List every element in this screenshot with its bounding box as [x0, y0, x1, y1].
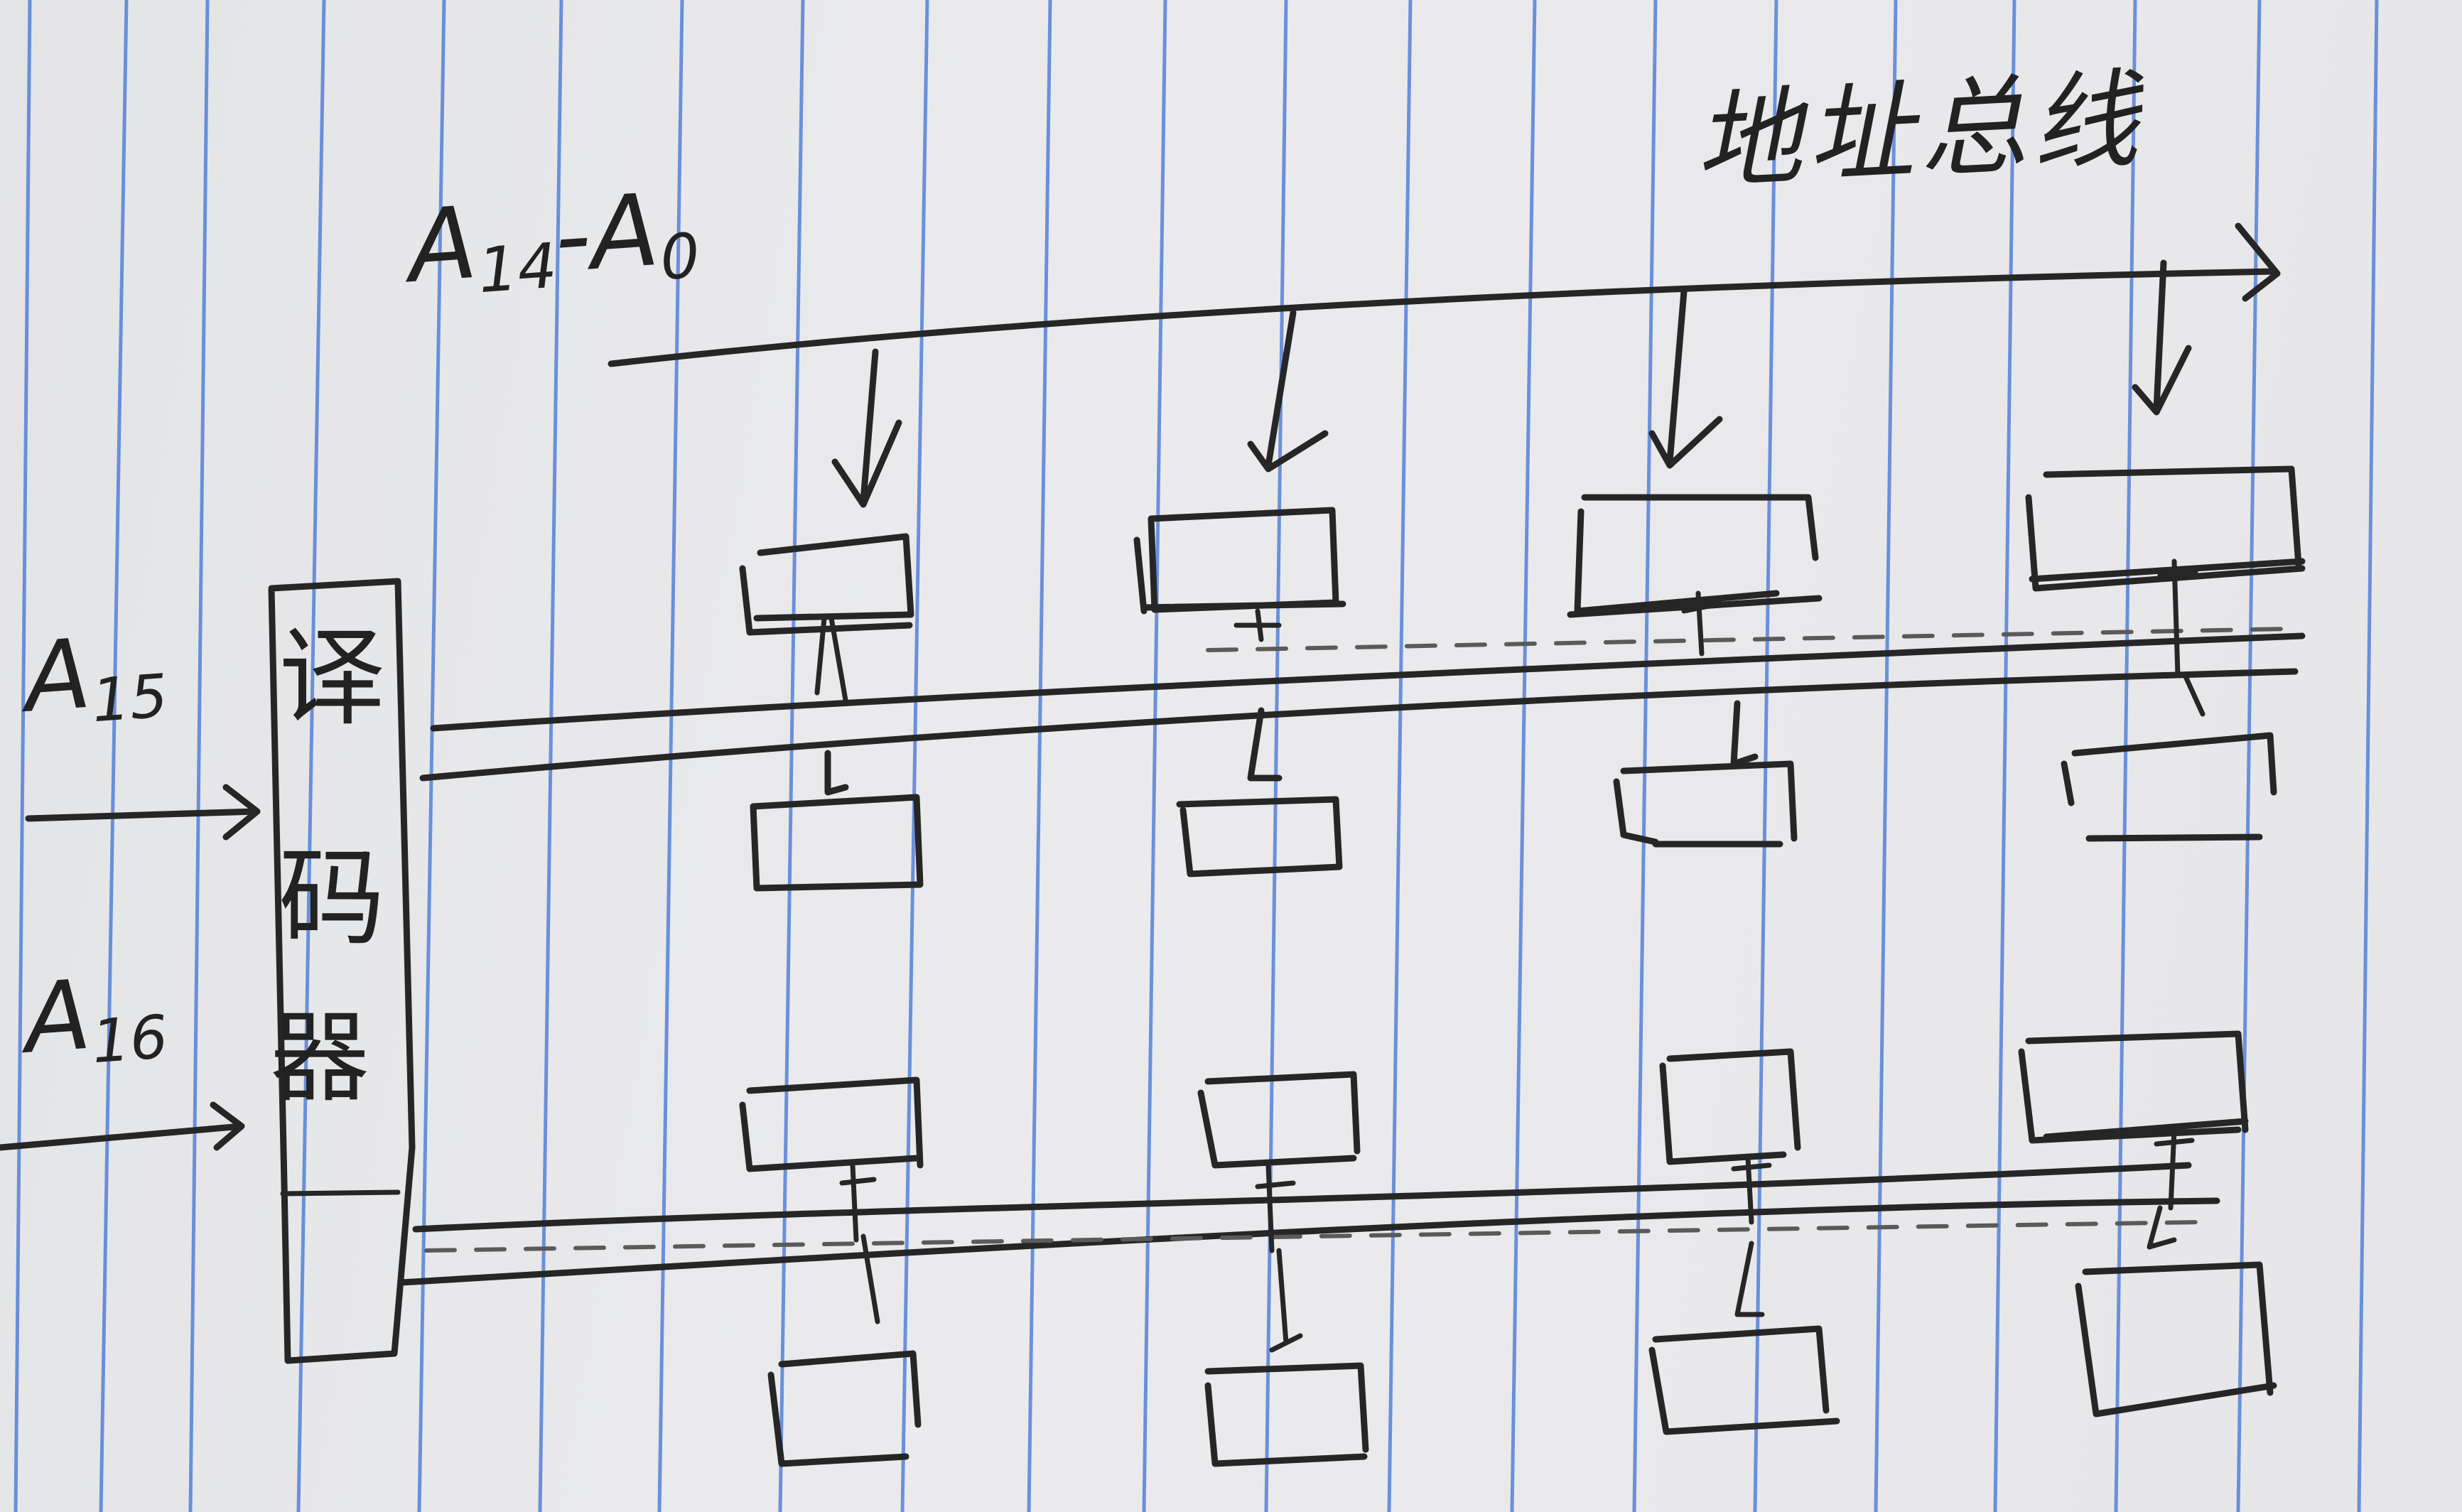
chip-top-r1c3 [1567, 494, 1823, 618]
address-lines-main2: A [586, 172, 663, 293]
a16-input-line [0, 1101, 245, 1151]
chip-bottom-r2c3 [1648, 1325, 1840, 1435]
address-lines-sub-hi: 14 [475, 230, 560, 308]
chip-top-r2c1 [739, 1076, 924, 1172]
a16-label: A16 [21, 958, 171, 1077]
chip-link-r1c4 [2157, 558, 2205, 717]
chip-link-r2c2 [1255, 1162, 1303, 1353]
bus-tap-arrow [2132, 259, 2192, 416]
select-line-row1-a [430, 632, 2306, 732]
rule-line [900, 0, 929, 1512]
address-bus-label: 地址总线 [1691, 58, 2147, 205]
chip-top-r1c2 [1133, 507, 1346, 615]
a16-sub: 16 [90, 1002, 171, 1077]
decoder-label-3: 器 [270, 1000, 370, 1116]
rule-line [188, 0, 210, 1512]
chip-bottom-r1c3 [1613, 700, 1798, 848]
rule-line [296, 0, 326, 1512]
chip-bottom-r2c1 [767, 1350, 922, 1467]
rule-line [1264, 0, 1288, 1512]
rule-line [2357, 0, 2379, 1512]
a16-main: A [21, 958, 95, 1075]
chip-link-r1c1 [814, 615, 848, 703]
chip-link-r2c4 [2147, 1127, 2195, 1250]
select-line-row1-faint [1206, 627, 2290, 652]
chip-link-r2c1 [839, 1162, 880, 1324]
select-line-row2-a [412, 1162, 2192, 1233]
rule-line [1027, 0, 1052, 1512]
select-line-row2-b [398, 1197, 2220, 1286]
select-line-row2-faint [424, 1220, 2205, 1253]
chip-link-r2c3 [1731, 1155, 1772, 1317]
decoder-box [268, 578, 416, 1364]
bus-tap-arrow [831, 348, 902, 508]
a15-sub: 15 [90, 661, 171, 736]
rule-line [1753, 0, 1778, 1512]
chip-top-r2c4 [2018, 1030, 2249, 1144]
a15-input-line [25, 784, 261, 841]
rule-line [1510, 0, 1537, 1512]
chip-top-r1c4 [2025, 465, 2306, 592]
rule-line [1874, 0, 1898, 1512]
a15-label: A15 [21, 617, 171, 736]
chip-link-r1c2 [1233, 608, 1282, 642]
decoder-label-1: 译 [279, 617, 386, 740]
address-lines-main: A [404, 185, 481, 306]
rule-line [417, 0, 446, 1512]
select-line-row1-b [419, 668, 2299, 782]
decoder-label-2: 码 [279, 837, 386, 961]
chip-bottom-r1c2 [1176, 707, 1343, 878]
chip-bottom-r2c2 [1204, 1362, 1369, 1467]
bus-tap-arrow [1247, 309, 1329, 472]
bus-tap-arrow [1648, 288, 1723, 469]
address-bus-arrowhead [2235, 222, 2281, 302]
address-lines-sub-lo: 0 [657, 220, 703, 295]
decoder-box-divider [280, 1189, 401, 1197]
chip-link-r1c3 [1681, 590, 1722, 657]
rule-line [1142, 0, 1167, 1512]
chip-top-r1c1 [739, 533, 914, 636]
rule-line [2114, 0, 2137, 1512]
rule-line [538, 0, 563, 1512]
chip-bottom-r1c1 [750, 750, 924, 892]
address-bus-line [608, 268, 2277, 367]
chip-top-r2c2 [1197, 1071, 1361, 1169]
rule-line [99, 0, 129, 1512]
chip-top-r2c3 [1659, 1048, 1801, 1165]
chip-bottom-r2c4 [2075, 1261, 2277, 1418]
chip-bottom-r1c4 [2061, 732, 2277, 842]
address-lines-label: A14-A0 [404, 173, 703, 308]
rule-line [14, 0, 32, 1512]
rule-line [1387, 0, 1413, 1512]
a15-main: A [21, 617, 95, 734]
rule-line [1632, 0, 1658, 1512]
rule-line [1993, 0, 2016, 1512]
